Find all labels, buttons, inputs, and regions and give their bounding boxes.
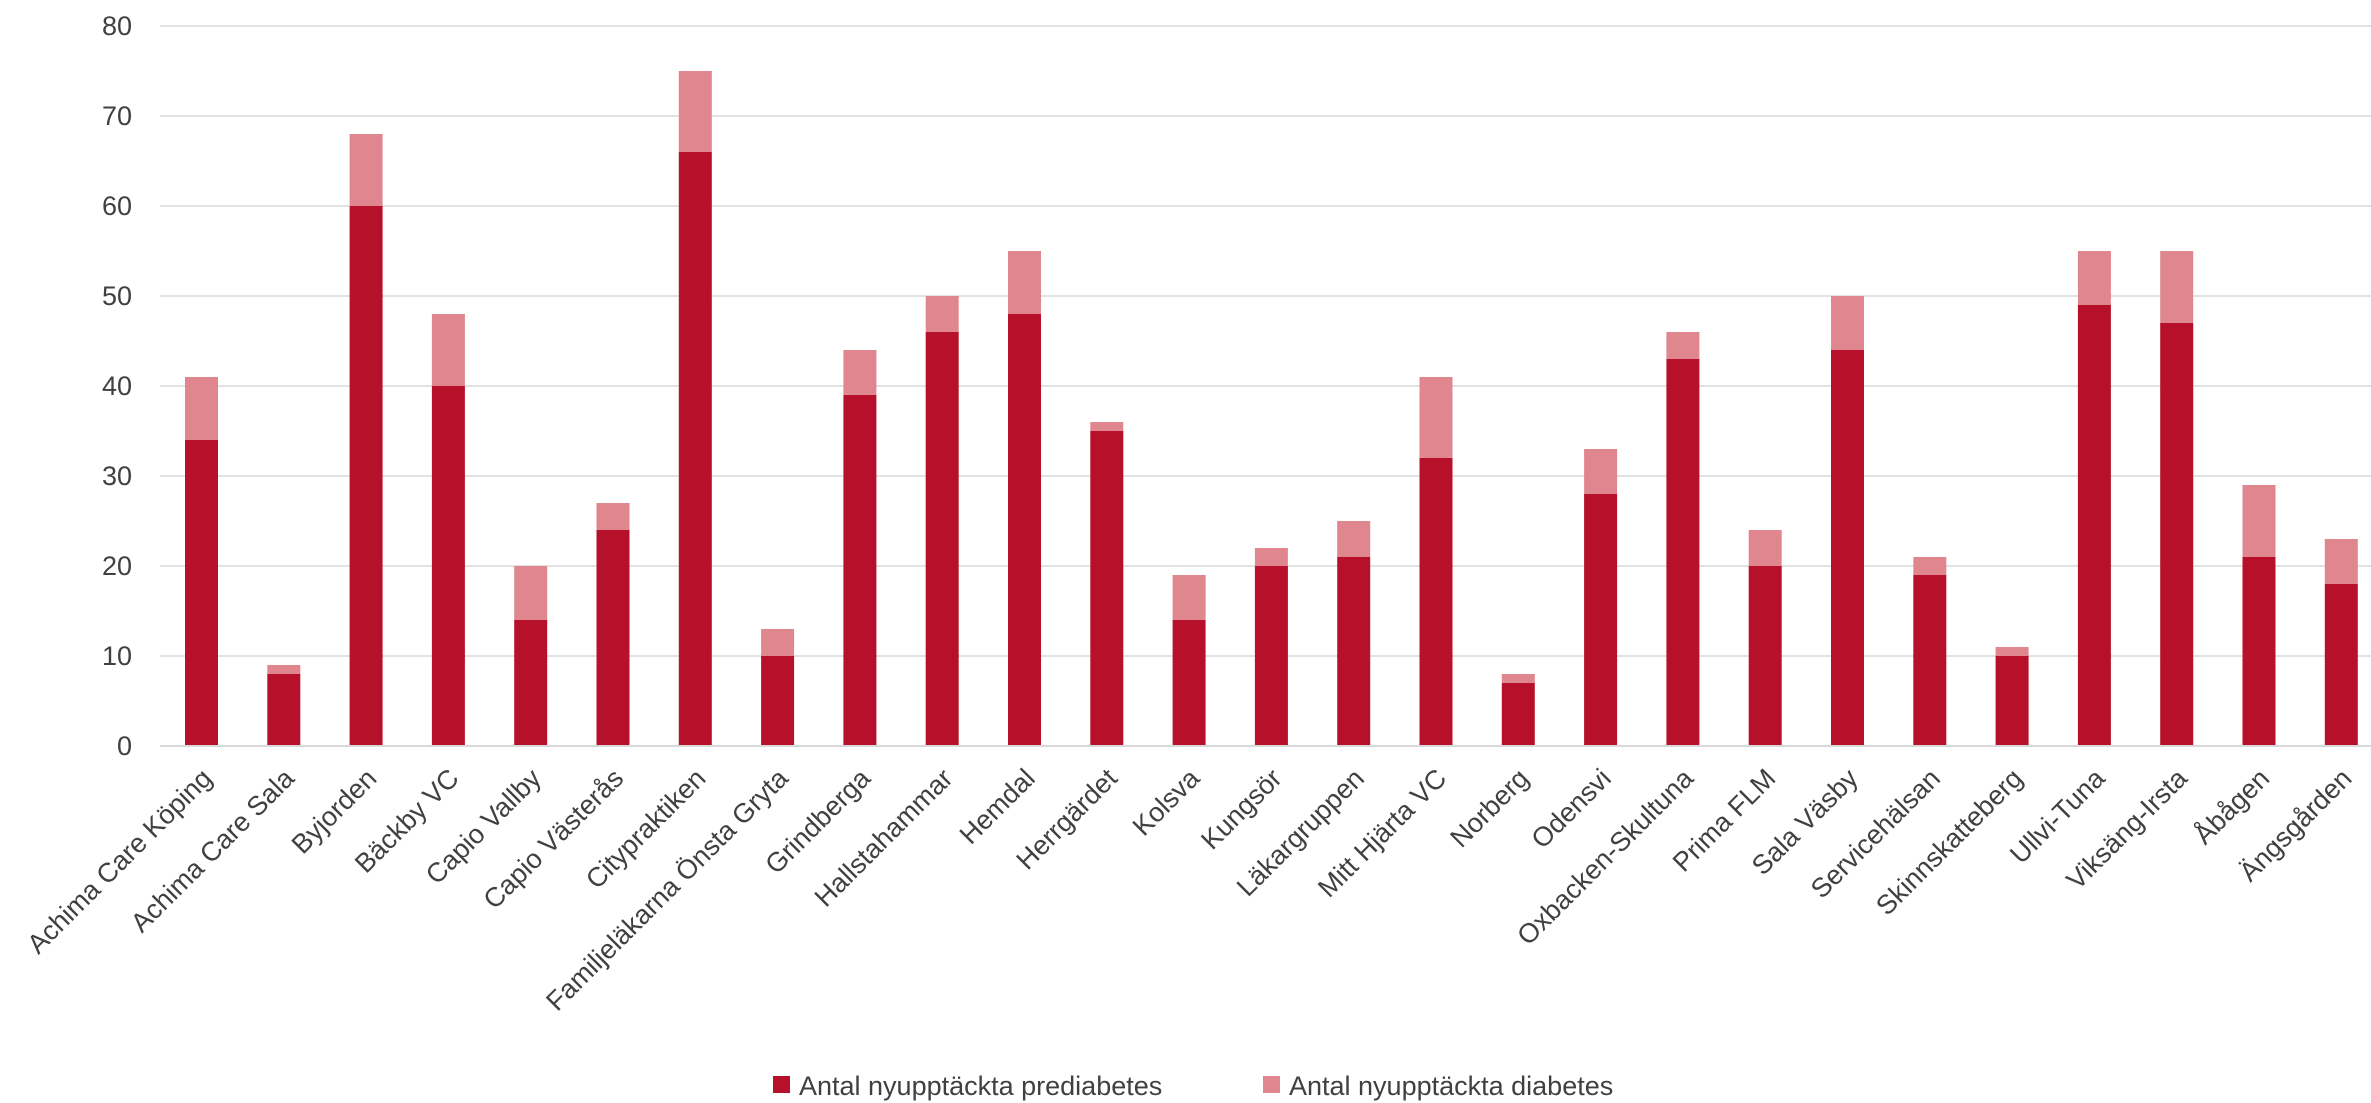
bar-segment-diabetes [1008, 251, 1041, 314]
bar-segment-prediabetes [431, 386, 465, 746]
bar-segment-prediabetes [349, 206, 383, 746]
bar-segment-diabetes [925, 296, 959, 332]
bar-segment-diabetes [761, 629, 795, 656]
bar-segment-diabetes [1831, 296, 1864, 350]
bar-segment-diabetes [1748, 530, 1782, 566]
bar-segment-diabetes [1419, 377, 1453, 458]
legend-item-prediabetes: Antal nyupptäckta prediabetes [773, 1071, 1162, 1101]
legend-swatch-diabetes [1263, 1076, 1280, 1093]
bar-segment-diabetes [349, 134, 383, 206]
bar-segment-diabetes [514, 566, 548, 620]
legend-label-diabetes: Antal nyupptäckta diabetes [1289, 1071, 1613, 1101]
bar-segment-prediabetes [678, 152, 712, 746]
bar-segment-diabetes [1501, 674, 1535, 683]
x-category-label: Norberg [1444, 763, 1534, 853]
bar-segment-prediabetes [2160, 323, 2194, 746]
bar-segment-diabetes [1172, 575, 1206, 620]
bar-segment-prediabetes [2242, 557, 2276, 746]
bar-segment-prediabetes [1584, 494, 1618, 746]
bar-segment-prediabetes [2077, 305, 2111, 746]
x-category-label: Skinnskatteberg [1870, 763, 2028, 921]
bar-segment-diabetes [1337, 521, 1371, 557]
y-tick-label: 70 [102, 101, 132, 131]
y-tick-label: 50 [102, 281, 132, 311]
bar-segment-prediabetes [267, 674, 301, 746]
bar-segment-prediabetes [1090, 431, 1124, 746]
y-tick-label: 40 [102, 371, 132, 401]
y-tick-label: 20 [102, 551, 132, 581]
bar-segment-prediabetes [843, 395, 877, 746]
bar-segment-diabetes [843, 350, 877, 395]
legend-label-prediabetes: Antal nyupptäckta prediabetes [799, 1071, 1162, 1101]
bar-segment-prediabetes [514, 620, 548, 746]
bar-segment-prediabetes [1666, 359, 1700, 746]
bar-segment-prediabetes [596, 530, 630, 746]
legend: Antal nyupptäckta prediabetes Antal nyup… [773, 1071, 1613, 1101]
bar-segment-diabetes [2242, 485, 2276, 557]
bar-segment-prediabetes [185, 440, 218, 746]
bar-segment-diabetes [1913, 557, 1947, 575]
legend-swatch-prediabetes [773, 1076, 790, 1093]
bar-segment-diabetes [1995, 647, 2029, 656]
x-category-label: Kolsva [1127, 762, 1206, 841]
y-axis-ticks: 0 10 20 30 40 50 60 70 80 [102, 11, 132, 761]
bar-segment-diabetes [185, 377, 218, 440]
bar-segment-prediabetes [761, 656, 795, 746]
bar-segment-prediabetes [1995, 656, 2029, 746]
bar-segment-diabetes [431, 314, 465, 386]
legend-item-diabetes: Antal nyupptäckta diabetes [1263, 1071, 1613, 1101]
bar-segment-diabetes [1090, 422, 1124, 431]
bars [185, 71, 2358, 746]
bar-segment-prediabetes [1748, 566, 1782, 746]
bar-segment-diabetes [2324, 539, 2358, 584]
bar-segment-prediabetes [1172, 620, 1206, 746]
bar-segment-diabetes [596, 503, 630, 530]
bar-segment-diabetes [1666, 332, 1700, 359]
y-tick-label: 0 [117, 731, 132, 761]
y-tick-label: 60 [102, 191, 132, 221]
y-tick-label: 80 [102, 11, 132, 41]
bar-segment-prediabetes [1913, 575, 1947, 746]
bar-segment-prediabetes [1501, 683, 1535, 746]
bar-segment-diabetes [2077, 251, 2111, 305]
bar-segment-prediabetes [1008, 314, 1041, 746]
bar-segment-prediabetes [925, 332, 959, 746]
bar-segment-diabetes [267, 665, 301, 674]
x-category-label: Capio Västerås [477, 763, 629, 915]
y-tick-label: 30 [102, 461, 132, 491]
bar-segment-diabetes [678, 71, 712, 152]
bar-segment-prediabetes [1254, 566, 1288, 746]
bar-segment-prediabetes [2324, 584, 2358, 746]
bar-segment-prediabetes [1419, 458, 1453, 746]
bar-segment-diabetes [1254, 548, 1288, 566]
y-tick-label: 10 [102, 641, 132, 671]
bar-segment-prediabetes [1831, 350, 1864, 746]
bar-segment-prediabetes [1337, 557, 1371, 746]
bar-segment-diabetes [2160, 251, 2194, 323]
bar-segment-diabetes [1584, 449, 1618, 494]
